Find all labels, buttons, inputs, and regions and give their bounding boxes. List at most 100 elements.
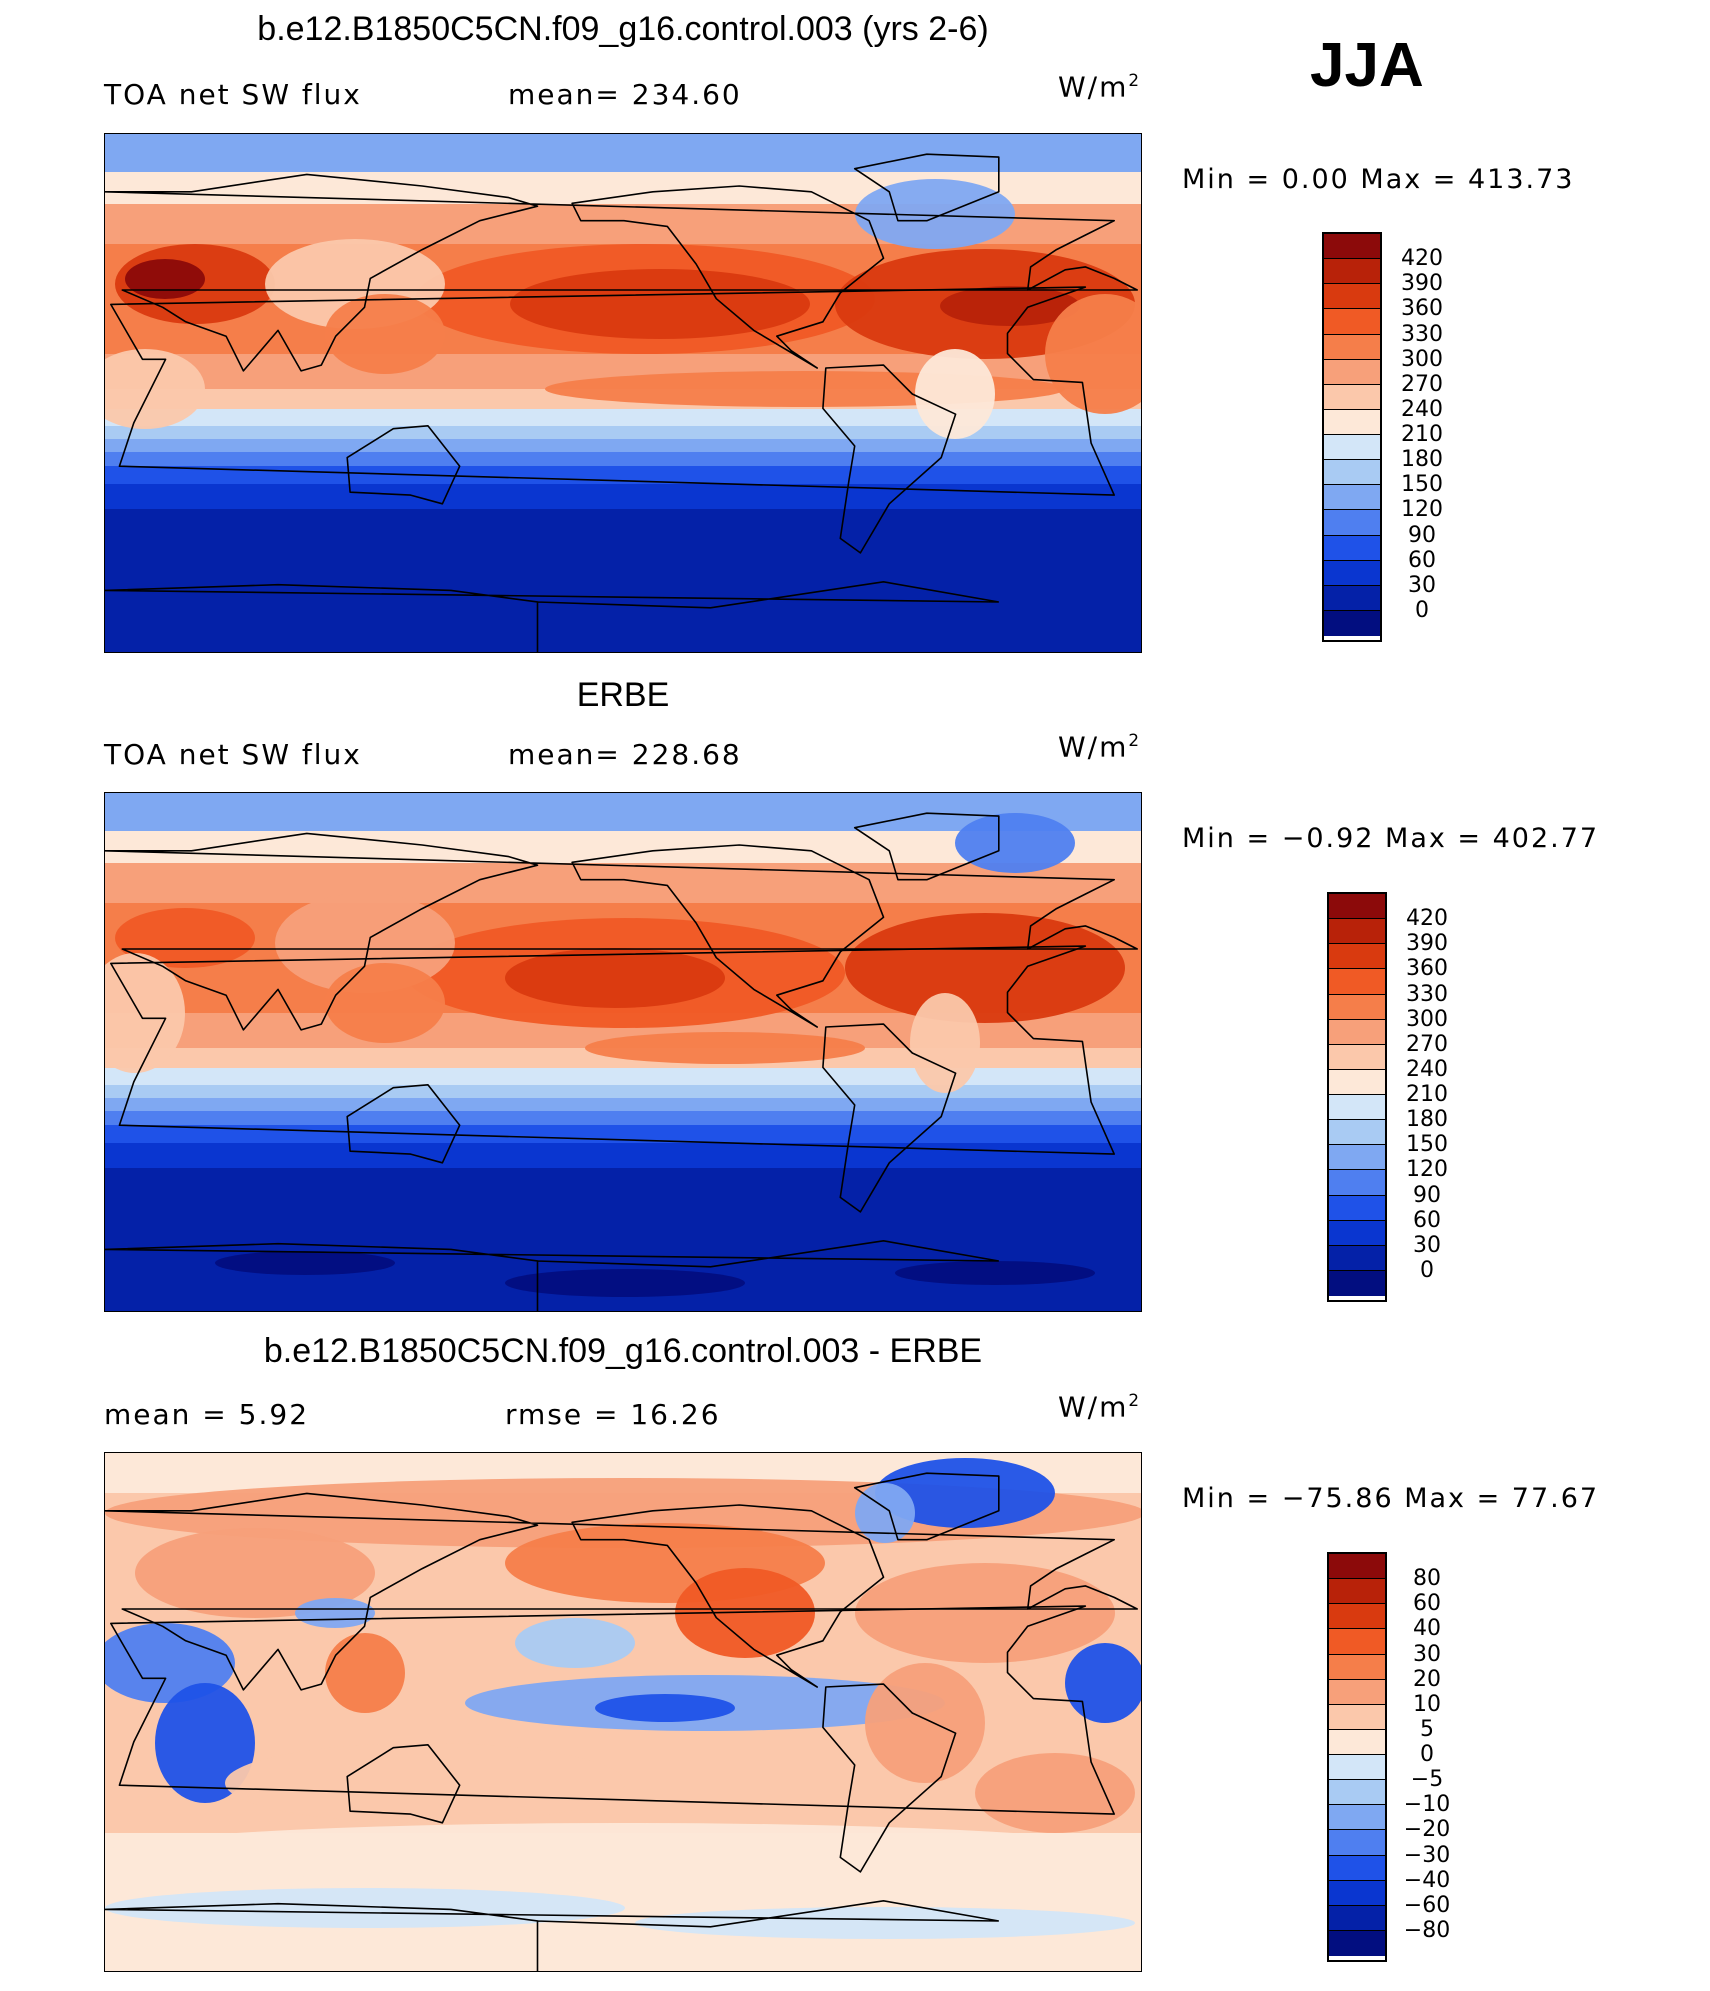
colorbar-tick-label: −20	[1403, 1817, 1451, 1843]
contour-region	[115, 908, 255, 968]
colorbar-tick-label: 180	[1401, 447, 1443, 473]
colorbar-swatch	[1329, 1805, 1385, 1831]
colorbar-tick-label: 0	[1420, 1742, 1434, 1767]
zonal-band	[105, 1068, 1141, 1085]
colorbar-tick-label: 40	[1413, 1616, 1441, 1642]
contour-region	[105, 349, 205, 429]
contour-region	[1065, 1643, 1141, 1723]
colorbar-tick-label: 210	[1401, 422, 1443, 447]
colorbar-swatch	[1324, 435, 1380, 461]
contour-region	[895, 1261, 1095, 1285]
zonal-band	[105, 1098, 1141, 1111]
colorbar-tick-label: 150	[1406, 1132, 1448, 1158]
colorbar-tick-label: 330	[1401, 321, 1443, 347]
colorbar-tick-label: 60	[1408, 547, 1436, 573]
colorbar-tick-label: 390	[1401, 271, 1443, 297]
colorbar-tick-label: −60	[1403, 1892, 1451, 1918]
contour-region	[1045, 294, 1141, 414]
colorbar-swatch	[1329, 894, 1385, 920]
colorbar-swatch	[1329, 1629, 1385, 1655]
zonal-band	[105, 554, 1141, 652]
contour-region	[105, 1623, 235, 1703]
season-label: JJA	[1310, 31, 1424, 100]
panel1-map	[104, 133, 1142, 653]
colorbar-tick-label: −80	[1403, 1917, 1451, 1943]
panel2-minmax: Min = −0.92 Max = 402.77	[1182, 823, 1600, 854]
panel3-mean-label: mean = 5.92	[104, 1398, 310, 1431]
colorbar-swatch	[1324, 234, 1380, 260]
colorbar-tick-label: 0	[1420, 1257, 1434, 1283]
colorbar-tick-label: 120	[1406, 1157, 1448, 1183]
colorbar-tick-label: 30	[1413, 1641, 1441, 1667]
colorbar-swatch	[1329, 1830, 1385, 1856]
contour-region	[295, 1598, 375, 1628]
colorbar-swatch	[1329, 1554, 1385, 1580]
contour-region	[855, 1563, 1115, 1663]
colorbar-swatch	[1329, 969, 1385, 995]
contour-region	[955, 813, 1075, 873]
coastline-australia-outline	[346, 1744, 461, 1824]
contour-region	[505, 948, 725, 1008]
panel2-colorbar	[1327, 892, 1387, 1302]
panel3-rmse-label: rmse = 16.26	[505, 1398, 721, 1431]
colorbar-swatch	[1324, 284, 1380, 310]
coastline-europe-asia-outline	[105, 832, 1138, 1031]
colorbar-tick-label: 10	[1413, 1691, 1441, 1717]
coastline-antarctica-outline	[105, 1899, 999, 1971]
colorbar-tick-label: −40	[1403, 1867, 1451, 1893]
colorbar-swatch	[1329, 1780, 1385, 1806]
panel1-map-svg	[105, 134, 1141, 652]
colorbar-tick-label: 240	[1406, 1056, 1448, 1082]
contour-region	[915, 349, 995, 439]
contour-region	[125, 259, 205, 299]
colorbar-swatch	[1329, 1195, 1385, 1221]
panel3-colorbar	[1327, 1552, 1387, 1962]
contour-region	[325, 963, 445, 1043]
panel3-units: W/m2	[1058, 1390, 1142, 1424]
colorbar-tick-label: 420	[1406, 906, 1448, 932]
coastline-north-america-outline	[571, 844, 885, 1028]
panel1-mean-label: mean= 234.60	[508, 78, 742, 111]
colorbar-tick-label: 20	[1413, 1666, 1441, 1692]
colorbar-tick-label: 300	[1401, 346, 1443, 372]
contour-region	[325, 1633, 405, 1713]
colorbar-swatch	[1329, 1729, 1385, 1755]
colorbar-tick-label: 360	[1401, 296, 1443, 322]
contour-region	[225, 1743, 625, 1823]
coastline-north-america-outline	[571, 185, 885, 369]
colorbar-swatch	[1329, 1145, 1385, 1171]
zonal-band	[105, 863, 1141, 903]
contour-region	[585, 1032, 865, 1064]
colorbar-swatch	[1329, 1220, 1385, 1246]
panel1-minmax: Min = 0.00 Max = 413.73	[1182, 164, 1575, 195]
contour-region	[105, 1888, 625, 1928]
coastline-antarctica-outline	[105, 580, 999, 652]
colorbar-swatch	[1329, 1604, 1385, 1630]
panel3-map	[104, 1452, 1142, 1972]
coastline-europe-asia-outline	[105, 173, 1138, 372]
contour-region	[155, 1683, 255, 1803]
colorbar-swatch	[1329, 919, 1385, 945]
zonal-band	[105, 1143, 1141, 1168]
contour-region	[510, 269, 810, 339]
contour-region	[975, 1753, 1135, 1833]
colorbar-tick-label: 90	[1413, 1182, 1441, 1208]
coastline-south-america-outline	[822, 1683, 957, 1873]
colorbar-swatch	[1324, 384, 1380, 410]
colorbar-swatch	[1329, 1880, 1385, 1906]
contour-region	[845, 913, 1125, 1023]
colorbar-swatch	[1324, 259, 1380, 285]
coastline-greenland-outline	[853, 812, 1000, 881]
colorbar-tick-label: 150	[1401, 472, 1443, 498]
colorbar-tick-label: 270	[1406, 1031, 1448, 1057]
colorbar-swatch	[1329, 1755, 1385, 1781]
contour-region	[595, 1694, 735, 1722]
zonal-band	[105, 134, 1141, 172]
colorbar-swatch	[1329, 1095, 1385, 1121]
coastline-south-america-outline	[822, 1023, 957, 1213]
panel1-title: b.e12.B1850C5CN.f09_g16.control.003 (yrs…	[257, 10, 989, 48]
contour-region	[910, 993, 980, 1093]
panel2-mean-label: mean= 228.68	[508, 738, 742, 771]
colorbar-swatch	[1329, 1019, 1385, 1045]
colorbar-tick-label: −5	[1410, 1767, 1444, 1793]
